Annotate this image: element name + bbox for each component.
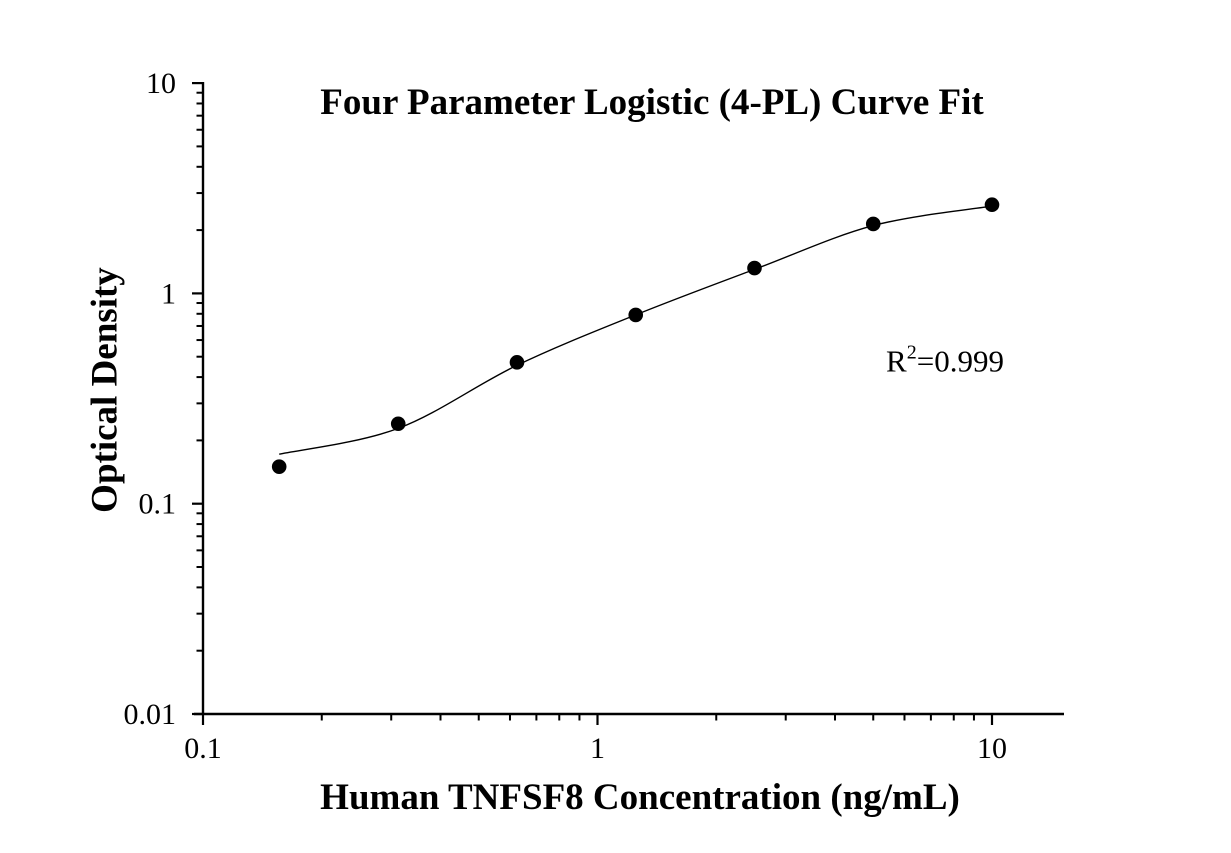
y-tick-label: 0.1 [139, 488, 177, 521]
data-point-marker [984, 197, 1000, 213]
r-squared-superscript: 2 [906, 341, 917, 364]
data-point-marker [747, 260, 762, 276]
fit-curve-line [279, 205, 993, 455]
data-point-marker [271, 459, 287, 474]
y-tick-label: 10 [146, 67, 176, 100]
x-tick-label: 1 [590, 732, 605, 765]
chart-title: Four Parameter Logistic (4-PL) Curve Fit [320, 82, 984, 123]
data-point-marker [865, 216, 881, 232]
x-tick-label: 10 [977, 732, 1007, 765]
r-squared-base: R [886, 343, 907, 379]
x-tick-label: 0.1 [184, 732, 222, 765]
data-point-marker [628, 307, 644, 323]
y-tick-label: 1 [161, 277, 176, 310]
data-point-marker [509, 355, 525, 370]
y-tick-label: 0.01 [124, 698, 177, 731]
data-point-marker [390, 416, 406, 432]
x-axis-title: Human TNFSF8 Concentration (ng/mL) [320, 777, 960, 818]
r-squared-value: =0.999 [916, 343, 1004, 379]
r-squared-annotation: R2=0.999 [886, 343, 1004, 379]
